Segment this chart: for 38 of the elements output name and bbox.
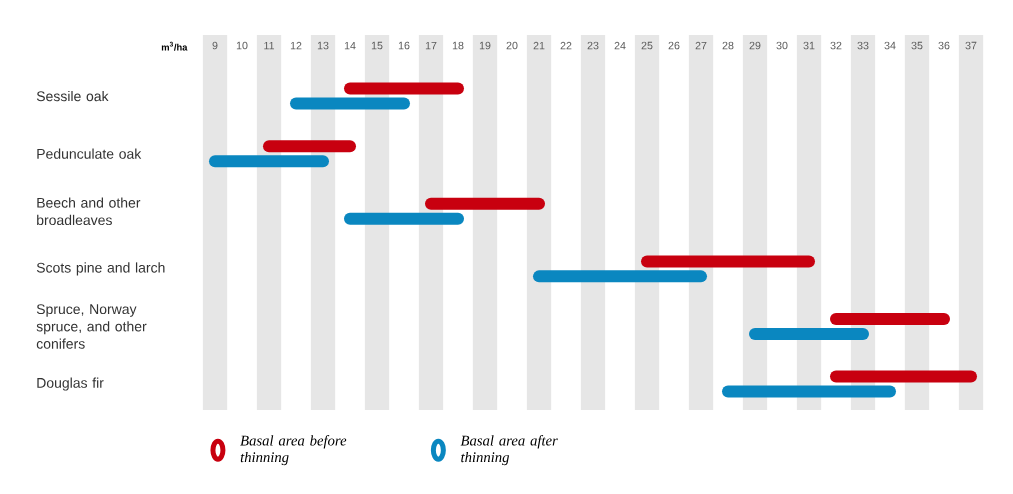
x-tick-label: 23 xyxy=(587,41,599,50)
x-axis-title: m$^{3}$/ha xyxy=(161,41,188,51)
x-tick-label: 13 xyxy=(317,41,329,50)
x-tick-label: 17 xyxy=(425,41,437,50)
y-tick-label: Beech and other broadleaves xyxy=(37,197,141,226)
legend-label: Basal area after thinning xyxy=(460,435,558,466)
x-tick-label: 35 xyxy=(911,41,923,50)
y-tick-label: Pedunculate oak xyxy=(37,148,142,159)
x-tick-label: 16 xyxy=(398,41,410,50)
x-tick-label: 30 xyxy=(776,41,788,50)
x-tick-label: 15 xyxy=(371,41,383,50)
x-tick-label: 36 xyxy=(938,41,950,50)
x-tick-label: 20 xyxy=(506,41,518,50)
x-tick-label: 24 xyxy=(614,41,626,50)
x-tick-label: 10 xyxy=(236,41,248,50)
x-tick-label: 27 xyxy=(695,41,707,50)
y-tick-label: Sessile oak xyxy=(36,90,109,102)
x-tick-label: 26 xyxy=(668,41,680,50)
y-tick-label: Douglas fir xyxy=(37,377,104,391)
x-tick-label: 25 xyxy=(641,41,653,50)
x-tick-label: 18 xyxy=(452,41,464,50)
x-tick-label: 9 xyxy=(212,41,218,50)
x-tick-label: 31 xyxy=(803,41,815,50)
x-tick-label: 22 xyxy=(560,41,572,50)
y-tick-label: Spruce, Norway spruce, and other conifers xyxy=(36,304,147,349)
x-tick-label: 11 xyxy=(264,41,275,50)
x-tick-label: 21 xyxy=(533,41,545,50)
x-tick-label: 28 xyxy=(722,41,734,50)
x-tick-label: 34 xyxy=(884,41,896,50)
x-tick-label: 32 xyxy=(830,41,842,50)
x-tick-label: 33 xyxy=(857,41,869,50)
y-tick-label: Scots pine and larch xyxy=(36,262,165,276)
x-tick-label: 12 xyxy=(290,41,302,50)
x-tick-label: 14 xyxy=(344,41,356,50)
legend-label: Basal area before thinning xyxy=(240,435,347,466)
x-tick-label: 19 xyxy=(479,41,491,50)
x-tick-label: 29 xyxy=(749,41,761,50)
x-tick-label: 37 xyxy=(965,41,977,50)
